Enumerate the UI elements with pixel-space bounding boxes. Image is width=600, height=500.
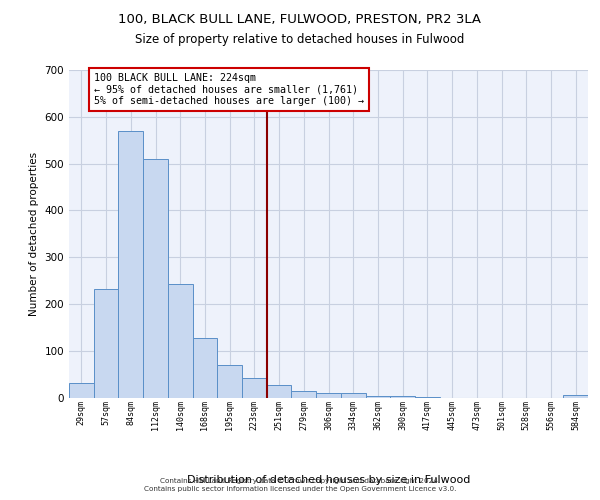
Bar [365,396,390,398]
Bar [415,396,440,398]
Bar [563,395,588,398]
Y-axis label: Number of detached properties: Number of detached properties [29,152,39,316]
Bar [267,385,292,398]
Bar [193,338,217,398]
Bar [390,396,415,398]
Text: Size of property relative to detached houses in Fulwood: Size of property relative to detached ho… [136,32,464,46]
Text: 100 BLACK BULL LANE: 224sqm
← 95% of detached houses are smaller (1,761)
5% of s: 100 BLACK BULL LANE: 224sqm ← 95% of det… [94,74,364,106]
Bar [69,384,94,398]
Bar [341,393,365,398]
Text: 100, BLACK BULL LANE, FULWOOD, PRESTON, PR2 3LA: 100, BLACK BULL LANE, FULWOOD, PRESTON, … [119,12,482,26]
Bar [168,284,193,398]
Text: Contains HM Land Registry data © Crown copyright and database right 2024.
Contai: Contains HM Land Registry data © Crown c… [144,478,456,492]
Bar [94,289,118,398]
Bar [292,392,316,398]
Bar [217,365,242,398]
Bar [118,131,143,398]
Bar [316,393,341,398]
Bar [143,159,168,398]
X-axis label: Distribution of detached houses by size in Fulwood: Distribution of detached houses by size … [187,474,470,484]
Bar [242,378,267,398]
